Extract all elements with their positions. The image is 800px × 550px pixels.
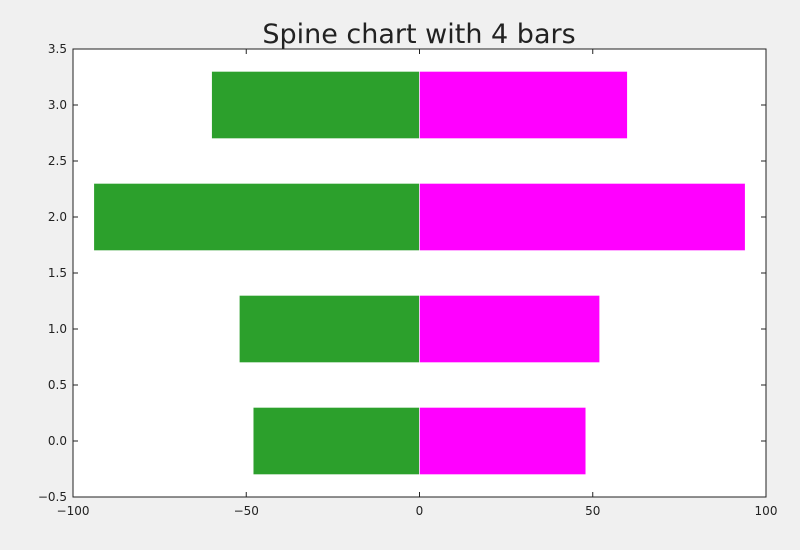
bars-group <box>93 71 746 475</box>
y-tick-label: 0.0 <box>48 434 67 448</box>
y-tick-label: 3.5 <box>48 42 67 56</box>
bar-s0-c0 <box>252 407 420 475</box>
bar-s1-c3 <box>419 71 628 139</box>
y-tick-label: 1.0 <box>48 322 67 336</box>
x-tick-label: −100 <box>57 504 90 518</box>
y-tick-label: 2.5 <box>48 154 67 168</box>
ticks-group: −100 −50 0 50 100 −0.5 0.0 0.5 1.0 1.5 2.0 2.5 3.0 3.… <box>38 42 778 518</box>
bar-s0-c1 <box>239 295 420 363</box>
bar-s1-c1 <box>419 295 600 363</box>
x-tick-label: 50 <box>585 504 600 518</box>
bar-s1-c2 <box>419 183 746 251</box>
bar-s0-c3 <box>211 71 420 139</box>
y-tick-label: 1.5 <box>48 266 67 280</box>
chart-title: Spine chart with 4 bars <box>262 19 575 50</box>
bar-s1-c0 <box>419 407 587 475</box>
y-tick-label: 3.0 <box>48 98 67 112</box>
y-tick-label: −0.5 <box>38 490 67 504</box>
y-tick-label: 0.5 <box>48 378 67 392</box>
y-tick-label: 2.0 <box>48 210 67 224</box>
bar-s0-c2 <box>93 183 420 251</box>
x-tick-label: 0 <box>416 504 424 518</box>
plot-frame <box>72 48 767 498</box>
x-tick-label: 100 <box>755 504 778 518</box>
x-tick-label: −50 <box>234 504 259 518</box>
